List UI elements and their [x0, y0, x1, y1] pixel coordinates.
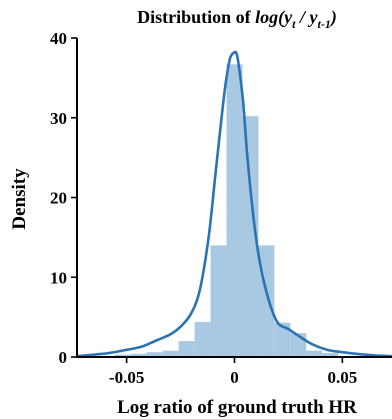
histogram-bar-6: [210, 245, 227, 357]
y-tick-label: 10: [50, 268, 67, 287]
x-axis-label: Log ratio of ground truth HR: [117, 397, 357, 418]
histogram-bar-1: [130, 353, 147, 357]
histogram-bar-2: [146, 352, 163, 357]
title-prefix: Distribution of: [137, 7, 255, 27]
kde-curve: [75, 50, 392, 358]
y-tick-label: 20: [50, 189, 67, 208]
title-math-slash: /: [296, 7, 310, 27]
histogram-bar-13: [322, 353, 339, 357]
histogram-bars: [114, 64, 339, 357]
title-math-y: y: [282, 7, 293, 27]
title-math-prev-sub: t-1: [318, 17, 331, 31]
chart-title: Distribution of log(yt / yt-1): [137, 7, 337, 31]
title-math-log: log(: [255, 7, 286, 28]
x-tick-label: 0.05: [328, 368, 358, 387]
histogram-bar-7: [226, 64, 243, 357]
histogram-bar-3: [162, 350, 179, 357]
histogram-bar-5: [194, 321, 211, 357]
y-tick-label: 40: [50, 29, 67, 48]
y-axis-label: Density: [9, 168, 30, 230]
title-math-y-prev: y: [308, 7, 319, 27]
y-tick-label: 0: [59, 348, 68, 367]
histogram-bar-12: [306, 350, 323, 357]
histogram-bar-0: [114, 354, 131, 357]
title-math-t-sub: t: [292, 17, 296, 31]
x-tick-label: 0: [230, 368, 239, 387]
x-tick-label: -0.05: [109, 368, 144, 387]
y-ticks: 0 10 20 30 40: [50, 29, 77, 367]
title-math-close: ): [329, 7, 337, 28]
histogram-bar-8: [242, 116, 259, 357]
y-tick-label: 30: [50, 109, 67, 128]
histogram-bar-10: [274, 322, 291, 357]
histogram-bar-4: [178, 341, 195, 357]
x-ticks: -0.05 0 0.05: [109, 357, 357, 387]
